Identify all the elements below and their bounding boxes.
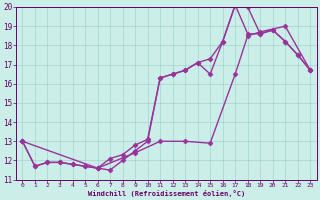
X-axis label: Windchill (Refroidissement éolien,°C): Windchill (Refroidissement éolien,°C): [88, 190, 245, 197]
